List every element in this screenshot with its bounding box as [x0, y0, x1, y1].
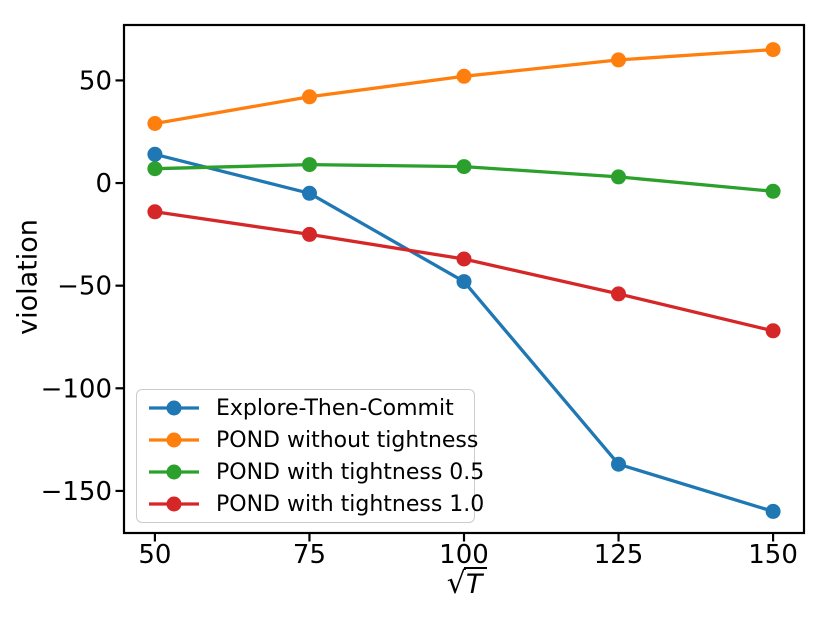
x-tick-label: 150	[748, 540, 798, 570]
plot-border	[122, 23, 806, 535]
legend-item-label: POND with tightness 0.5	[216, 459, 485, 485]
legend-item-pond-without-tightness[interactable]: POND without tightness	[143, 424, 478, 456]
data-point-explore-then-commit	[456, 274, 472, 290]
x-tick-label: 100	[439, 540, 489, 570]
data-point-explore-then-commit	[147, 146, 163, 162]
y-axis-label: violation	[12, 219, 44, 335]
data-point-pond-without-tightness	[765, 42, 781, 58]
data-point-pond-with-tightness-1.0	[611, 286, 626, 302]
legend-line-marker-icon	[149, 400, 199, 416]
data-point-pond-without-tightness	[147, 116, 163, 131]
x-axis-label-radicand: T	[463, 567, 488, 600]
data-point-pond-with-tightness-0.5	[765, 183, 781, 199]
series-line-pond-without-tightness	[154, 47, 774, 126]
legend-item-pond-with-tightness-1.0[interactable]: POND with tightness 1.0	[143, 488, 484, 520]
legend-line-marker-icon	[149, 432, 199, 448]
legend-item-pond-with-tightness-0.5[interactable]: POND with tightness 0.5	[143, 456, 484, 488]
data-point-explore-then-commit	[765, 503, 781, 519]
legend-item-label: Explore-Then-Commit	[216, 395, 454, 421]
x-tick-label: 75	[293, 540, 326, 570]
x-tick-label: 50	[138, 540, 171, 570]
data-point-explore-then-commit	[302, 185, 317, 201]
y-tick-label: 50	[79, 66, 112, 96]
x-tick-label: 125	[594, 540, 644, 570]
data-point-pond-with-tightness-1.0	[765, 323, 781, 339]
y-tick-label: −100	[41, 374, 112, 404]
data-point-explore-then-commit	[611, 456, 626, 472]
y-tick-label: 0	[95, 169, 112, 199]
legend-item-label: POND without tightness	[216, 427, 479, 453]
y-tick-label: −150	[41, 477, 112, 507]
legend-item-label: POND with tightness 1.0	[216, 491, 485, 517]
data-point-pond-without-tightness	[611, 52, 626, 68]
data-point-pond-without-tightness	[456, 68, 472, 84]
data-point-pond-with-tightness-0.5	[611, 169, 626, 185]
radical-sign-icon: √	[446, 566, 466, 601]
data-point-pond-with-tightness-0.5	[147, 161, 163, 177]
legend-line-marker-icon	[149, 464, 199, 480]
y-tick-label: −50	[57, 272, 112, 302]
data-point-pond-with-tightness-1.0	[147, 204, 163, 220]
data-point-pond-with-tightness-1.0	[456, 251, 472, 267]
x-axis-label: √T	[402, 567, 532, 600]
legend-line-marker-icon	[149, 496, 199, 512]
data-point-pond-with-tightness-0.5	[456, 159, 472, 175]
data-point-pond-without-tightness	[302, 89, 317, 105]
legend: Explore-Then-Commit POND without tightnes…	[136, 389, 484, 523]
data-point-pond-with-tightness-1.0	[302, 226, 317, 242]
series-line-pond-with-tightness-1.0	[154, 210, 774, 333]
data-point-pond-with-tightness-0.5	[302, 157, 317, 173]
legend-item-explore-then-commit[interactable]: Explore-Then-Commit	[143, 392, 474, 424]
